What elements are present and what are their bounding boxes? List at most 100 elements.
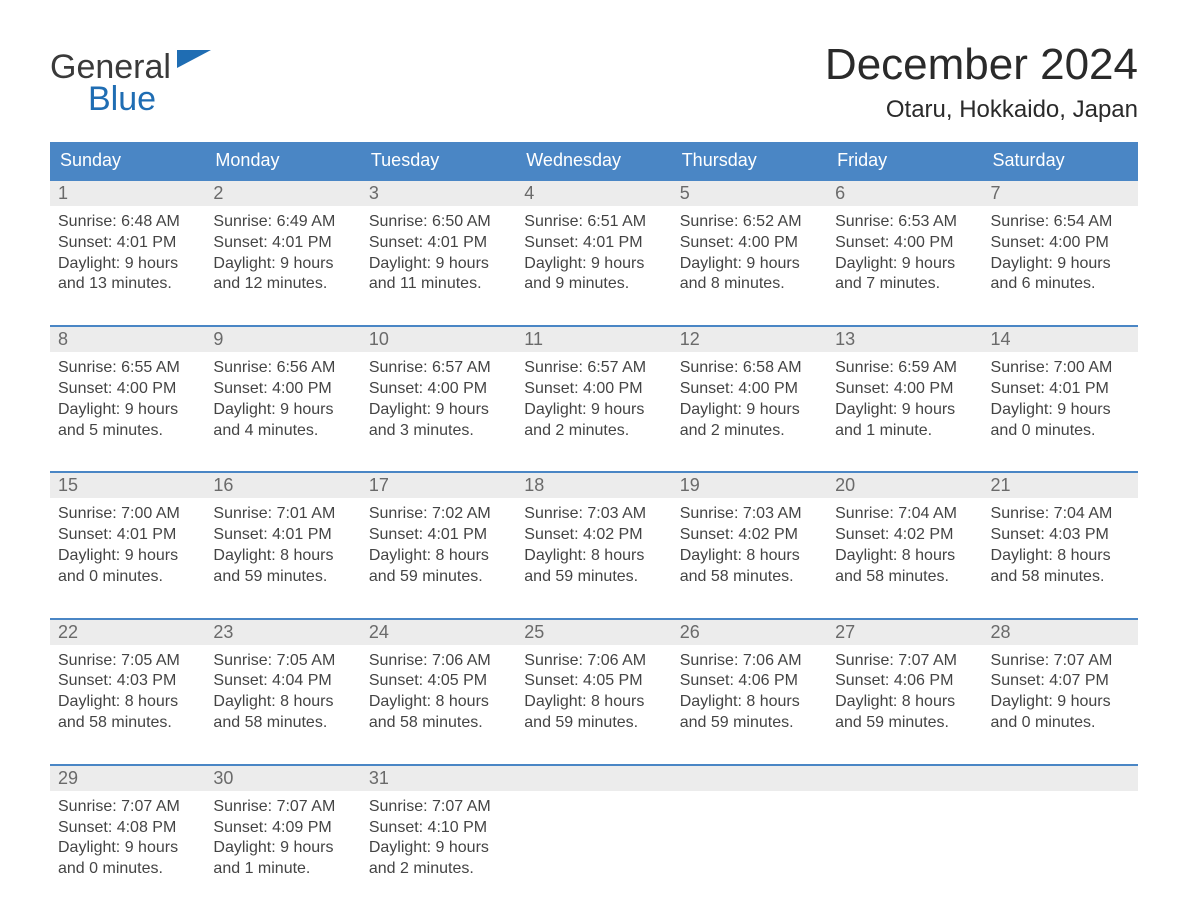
day-number — [672, 766, 827, 791]
day-number: 19 — [672, 473, 827, 498]
calendar: SundayMondayTuesdayWednesdayThursdayFrid… — [50, 142, 1138, 884]
day-sunset: Sunset: 4:02 PM — [680, 525, 819, 546]
day-d1: Daylight: 9 hours — [991, 254, 1130, 275]
day-sunrise: Sunrise: 7:06 AM — [680, 651, 819, 672]
day-number: 27 — [827, 620, 982, 645]
day-details: Sunrise: 7:07 AMSunset: 4:08 PMDaylight:… — [50, 791, 205, 884]
day-number: 12 — [672, 327, 827, 352]
day-details: Sunrise: 6:57 AMSunset: 4:00 PMDaylight:… — [516, 352, 671, 445]
day-details: Sunrise: 6:52 AMSunset: 4:00 PMDaylight:… — [672, 206, 827, 299]
day-sunrise: Sunrise: 6:57 AM — [369, 358, 508, 379]
calendar-week: 1Sunrise: 6:48 AMSunset: 4:01 PMDaylight… — [50, 179, 1138, 299]
day-sunrise: Sunrise: 7:07 AM — [213, 797, 352, 818]
day-d1: Daylight: 9 hours — [835, 254, 974, 275]
day-sunrise: Sunrise: 7:03 AM — [680, 504, 819, 525]
calendar-day: 15Sunrise: 7:00 AMSunset: 4:01 PMDayligh… — [50, 473, 205, 591]
calendar-day: 29Sunrise: 7:07 AMSunset: 4:08 PMDayligh… — [50, 766, 205, 884]
day-number: 15 — [50, 473, 205, 498]
day-sunrise: Sunrise: 7:05 AM — [58, 651, 197, 672]
day-sunrise: Sunrise: 7:06 AM — [524, 651, 663, 672]
day-sunset: Sunset: 4:01 PM — [58, 525, 197, 546]
day-number: 28 — [983, 620, 1138, 645]
day-sunset: Sunset: 4:00 PM — [991, 233, 1130, 254]
day-d2: and 2 minutes. — [524, 421, 663, 442]
day-d1: Daylight: 8 hours — [835, 546, 974, 567]
day-sunrise: Sunrise: 7:03 AM — [524, 504, 663, 525]
day-d2: and 58 minutes. — [835, 567, 974, 588]
day-sunrise: Sunrise: 6:57 AM — [524, 358, 663, 379]
day-d2: and 13 minutes. — [58, 274, 197, 295]
day-sunset: Sunset: 4:00 PM — [835, 379, 974, 400]
day-sunrise: Sunrise: 7:07 AM — [991, 651, 1130, 672]
day-d1: Daylight: 8 hours — [680, 546, 819, 567]
day-sunset: Sunset: 4:01 PM — [369, 233, 508, 254]
day-details: Sunrise: 7:01 AMSunset: 4:01 PMDaylight:… — [205, 498, 360, 591]
day-d1: Daylight: 9 hours — [991, 400, 1130, 421]
calendar-day: 2Sunrise: 6:49 AMSunset: 4:01 PMDaylight… — [205, 181, 360, 299]
day-sunset: Sunset: 4:05 PM — [369, 671, 508, 692]
day-sunrise: Sunrise: 7:00 AM — [991, 358, 1130, 379]
calendar-day: 27Sunrise: 7:07 AMSunset: 4:06 PMDayligh… — [827, 620, 982, 738]
day-details: Sunrise: 7:00 AMSunset: 4:01 PMDaylight:… — [50, 498, 205, 591]
day-d1: Daylight: 9 hours — [58, 546, 197, 567]
day-d2: and 0 minutes. — [58, 859, 197, 880]
calendar-day: 25Sunrise: 7:06 AMSunset: 4:05 PMDayligh… — [516, 620, 671, 738]
day-number: 26 — [672, 620, 827, 645]
day-sunset: Sunset: 4:03 PM — [991, 525, 1130, 546]
day-d2: and 1 minute. — [213, 859, 352, 880]
day-sunrise: Sunrise: 7:06 AM — [369, 651, 508, 672]
day-sunrise: Sunrise: 6:53 AM — [835, 212, 974, 233]
day-number: 18 — [516, 473, 671, 498]
day-number: 3 — [361, 181, 516, 206]
day-d1: Daylight: 9 hours — [524, 400, 663, 421]
day-sunset: Sunset: 4:00 PM — [369, 379, 508, 400]
day-d1: Daylight: 8 hours — [991, 546, 1130, 567]
calendar-week: 22Sunrise: 7:05 AMSunset: 4:03 PMDayligh… — [50, 618, 1138, 738]
calendar-day: 8Sunrise: 6:55 AMSunset: 4:00 PMDaylight… — [50, 327, 205, 445]
day-details: Sunrise: 6:58 AMSunset: 4:00 PMDaylight:… — [672, 352, 827, 445]
day-details: Sunrise: 7:03 AMSunset: 4:02 PMDaylight:… — [672, 498, 827, 591]
day-details — [983, 791, 1138, 801]
day-sunrise: Sunrise: 7:00 AM — [58, 504, 197, 525]
day-d2: and 59 minutes. — [524, 567, 663, 588]
calendar-day: 16Sunrise: 7:01 AMSunset: 4:01 PMDayligh… — [205, 473, 360, 591]
calendar-day: 26Sunrise: 7:06 AMSunset: 4:06 PMDayligh… — [672, 620, 827, 738]
day-d1: Daylight: 9 hours — [680, 400, 819, 421]
calendar-day: 4Sunrise: 6:51 AMSunset: 4:01 PMDaylight… — [516, 181, 671, 299]
day-d1: Daylight: 8 hours — [369, 692, 508, 713]
day-details: Sunrise: 6:49 AMSunset: 4:01 PMDaylight:… — [205, 206, 360, 299]
day-sunset: Sunset: 4:02 PM — [524, 525, 663, 546]
pennant-icon — [177, 50, 211, 77]
logo: General Blue — [50, 50, 211, 117]
day-sunset: Sunset: 4:07 PM — [991, 671, 1130, 692]
day-sunrise: Sunrise: 6:50 AM — [369, 212, 508, 233]
day-number: 20 — [827, 473, 982, 498]
calendar-day: 24Sunrise: 7:06 AMSunset: 4:05 PMDayligh… — [361, 620, 516, 738]
day-d1: Daylight: 8 hours — [524, 692, 663, 713]
calendar-day: 7Sunrise: 6:54 AMSunset: 4:00 PMDaylight… — [983, 181, 1138, 299]
day-sunset: Sunset: 4:00 PM — [58, 379, 197, 400]
calendar-header-cell: Wednesday — [516, 142, 671, 179]
day-number: 4 — [516, 181, 671, 206]
day-number: 29 — [50, 766, 205, 791]
calendar-day: 5Sunrise: 6:52 AMSunset: 4:00 PMDaylight… — [672, 181, 827, 299]
day-d1: Daylight: 9 hours — [369, 254, 508, 275]
calendar-body: 1Sunrise: 6:48 AMSunset: 4:01 PMDaylight… — [50, 179, 1138, 884]
day-details: Sunrise: 6:55 AMSunset: 4:00 PMDaylight:… — [50, 352, 205, 445]
day-d1: Daylight: 9 hours — [369, 400, 508, 421]
day-sunset: Sunset: 4:04 PM — [213, 671, 352, 692]
day-details: Sunrise: 7:07 AMSunset: 4:09 PMDaylight:… — [205, 791, 360, 884]
day-d1: Daylight: 9 hours — [835, 400, 974, 421]
calendar-day: 11Sunrise: 6:57 AMSunset: 4:00 PMDayligh… — [516, 327, 671, 445]
day-sunset: Sunset: 4:01 PM — [213, 525, 352, 546]
day-details: Sunrise: 7:06 AMSunset: 4:05 PMDaylight:… — [516, 645, 671, 738]
day-d2: and 58 minutes. — [991, 567, 1130, 588]
day-details — [672, 791, 827, 801]
calendar-day — [827, 766, 982, 884]
logo-text-bottom: Blue — [88, 82, 211, 118]
day-number: 23 — [205, 620, 360, 645]
day-d2: and 59 minutes. — [680, 713, 819, 734]
day-d2: and 3 minutes. — [369, 421, 508, 442]
day-sunset: Sunset: 4:08 PM — [58, 818, 197, 839]
day-sunset: Sunset: 4:00 PM — [680, 233, 819, 254]
